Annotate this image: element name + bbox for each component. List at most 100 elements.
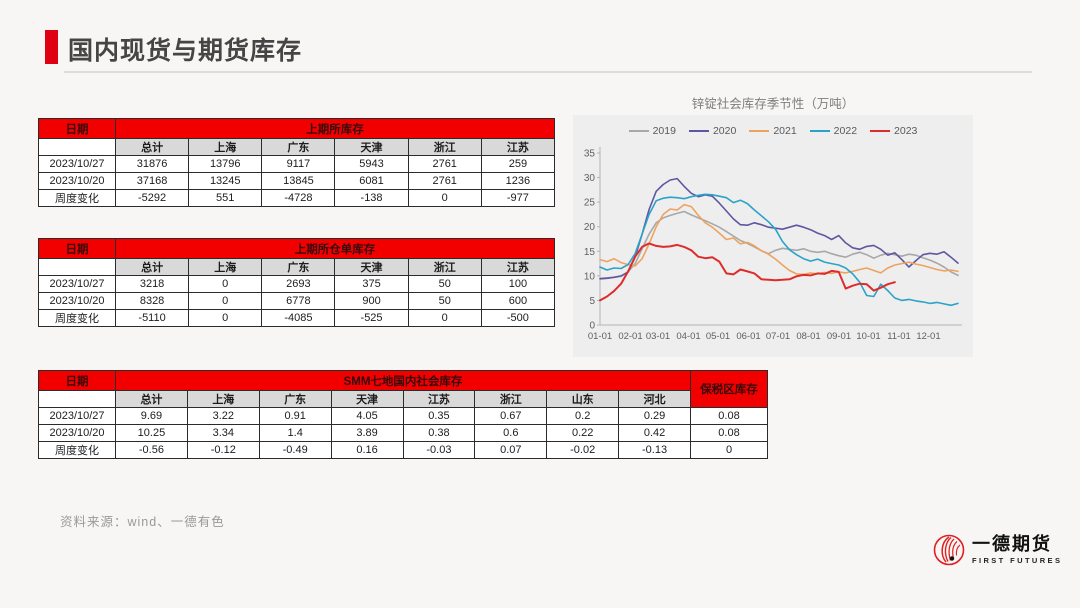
x-tick-label: 10-01 xyxy=(856,331,880,342)
row-label: 周度变化 xyxy=(38,189,116,207)
y-tick-label: 10 xyxy=(584,271,596,282)
series-line-2022 xyxy=(599,193,959,307)
table-group-header: SMM七地国内社会库存 xyxy=(115,370,691,391)
x-tick-label: 09-01 xyxy=(827,331,851,342)
table-column-header: 浙江 xyxy=(407,258,482,276)
company-logo: 一德期货 FIRST FUTURES xyxy=(932,533,1062,567)
table-cell: -138 xyxy=(334,189,409,207)
legend-line-swatch xyxy=(749,130,770,132)
x-tick-label: 11-01 xyxy=(887,331,911,342)
table-cell: 3218 xyxy=(114,275,190,293)
legend-item: 2022 xyxy=(809,125,858,137)
series-line-2020 xyxy=(599,177,959,280)
table-row: 2023/10/20 8328 0 6778 900 50 600 xyxy=(38,292,556,310)
row-label: 周度变化 xyxy=(38,441,116,459)
table-cell: 600 xyxy=(480,292,556,310)
legend-line-swatch xyxy=(809,130,830,132)
table-row: 2023/10/20 37168 13245 13845 6081 2761 1236 xyxy=(38,172,556,190)
logo-en-text: FIRST FUTURES xyxy=(972,555,1063,565)
table-cell: -977 xyxy=(480,189,556,207)
table-cell: 5943 xyxy=(334,155,409,173)
legend-item: 2021 xyxy=(749,125,797,137)
y-tick-label: 5 xyxy=(589,296,595,307)
table-cell: 4.05 xyxy=(330,407,404,425)
logo-shell-icon xyxy=(933,534,965,566)
table-cell: 37168 xyxy=(114,172,190,190)
legend-label: 2023 xyxy=(894,125,918,137)
table-cell: 2693 xyxy=(261,275,336,293)
table-group-header: 上期所库存 xyxy=(115,118,555,139)
y-tick-label: 15 xyxy=(584,247,596,258)
row-label: 2023/10/20 xyxy=(38,292,116,310)
table-corner-header: 日期 xyxy=(38,370,116,391)
table-cell: -0.49 xyxy=(258,441,332,459)
source-note: 资料来源：wind、一德有色 xyxy=(60,515,225,529)
table-cell: 13845 xyxy=(261,172,336,190)
table-cell: 1236 xyxy=(480,172,556,190)
table-blank-cell xyxy=(38,138,116,156)
table-cell: 0.38 xyxy=(402,424,476,442)
table-cell: 375 xyxy=(334,275,409,293)
chart-title: 锌锭社会库存季节性（万吨） xyxy=(691,97,855,111)
row-label: 周度变化 xyxy=(38,309,116,327)
table-column-header: 上海 xyxy=(188,258,263,276)
table-column-header: 河北 xyxy=(618,390,691,408)
table-column-header: 广东 xyxy=(261,138,336,156)
table-cell: -4085 xyxy=(261,309,336,327)
table-cell: 0 xyxy=(188,292,263,310)
row-label: 2023/10/20 xyxy=(38,172,116,190)
legend-label: 2019 xyxy=(652,125,676,137)
table-row: 周度变化 -5292 551 -4728 -138 0 -977 xyxy=(38,189,556,207)
table-group-header: 上期所仓单库存 xyxy=(115,238,555,259)
table-cell: 0.67 xyxy=(474,407,548,425)
x-tick-label: 01-01 xyxy=(588,331,612,342)
table-cell: 0.07 xyxy=(474,441,548,459)
chart-plot: 0 5 10 15 20 25 30 35 01-01 02-01 03-01 04-01 05-01 0… xyxy=(584,147,962,342)
table-cell: 0.22 xyxy=(546,424,620,442)
table-cell: -5110 xyxy=(114,309,190,327)
table-cell: 50 xyxy=(407,275,482,293)
legend-label: 2021 xyxy=(773,125,797,137)
table-cell: 50 xyxy=(407,292,482,310)
table-extra-cell: 0 xyxy=(690,441,768,459)
table-extra-cell: 0.08 xyxy=(690,424,768,442)
x-tick-label: 12-01 xyxy=(916,331,940,342)
shfe-warrant-inventory-table: 日期 上期所仓单库存 总计 上海 广东 天津 浙江 江苏 2023/10/27 3218 0 2693… xyxy=(38,238,556,327)
table-cell: 0 xyxy=(188,275,263,293)
table-cell: 3.22 xyxy=(186,407,260,425)
table-column-header: 上海 xyxy=(186,390,260,408)
table-cell: 9117 xyxy=(261,155,336,173)
table-column-header: 山东 xyxy=(546,390,620,408)
legend-label: 2020 xyxy=(712,125,737,137)
series-line-2021 xyxy=(599,203,959,276)
seasonality-chart: 2019 2020 2021 2022 2023 0 5 10 15 20 25 30 35 01-01… xyxy=(573,115,973,357)
table-extra-header: 保税区库存 xyxy=(690,370,768,408)
x-tick-label: 04-01 xyxy=(676,331,700,342)
page-title: 国内现货与期货库存 xyxy=(68,37,303,65)
table-blank-cell xyxy=(38,390,116,408)
x-tick-label: 07-01 xyxy=(766,331,790,342)
row-label: 2023/10/20 xyxy=(38,424,116,442)
table-cell: 900 xyxy=(334,292,409,310)
table-cell: 0.6 xyxy=(474,424,548,442)
table-cell: 13796 xyxy=(188,155,263,173)
legend-label: 2022 xyxy=(833,125,858,137)
chart-legend: 2019 2020 2021 2022 2023 xyxy=(573,125,973,137)
table-column-header: 浙江 xyxy=(407,138,482,156)
row-label: 2023/10/27 xyxy=(38,407,116,425)
legend-item: 2019 xyxy=(628,125,676,137)
y-tick-label: 25 xyxy=(584,198,596,209)
y-tick-label: 35 xyxy=(584,149,596,160)
table-extra-cell: 0.08 xyxy=(690,407,768,425)
table-cell: 0.2 xyxy=(546,407,620,425)
table-row: 周度变化 -0.56 -0.12 -0.49 0.16 -0.03 0.07 -0.02 -0.… xyxy=(38,441,768,459)
table-cell: 6778 xyxy=(261,292,336,310)
table-column-header: 总计 xyxy=(114,258,190,276)
table-corner-header: 日期 xyxy=(38,118,116,139)
table-cell: -5292 xyxy=(114,189,190,207)
table-cell: -0.03 xyxy=(402,441,476,459)
x-tick-label: 06-01 xyxy=(736,331,760,342)
table-cell: 100 xyxy=(480,275,556,293)
shfe-inventory-table: 日期 上期所库存 总计 上海 广东 天津 浙江 江苏 2023/10/27 31876 13796 9… xyxy=(38,118,556,207)
